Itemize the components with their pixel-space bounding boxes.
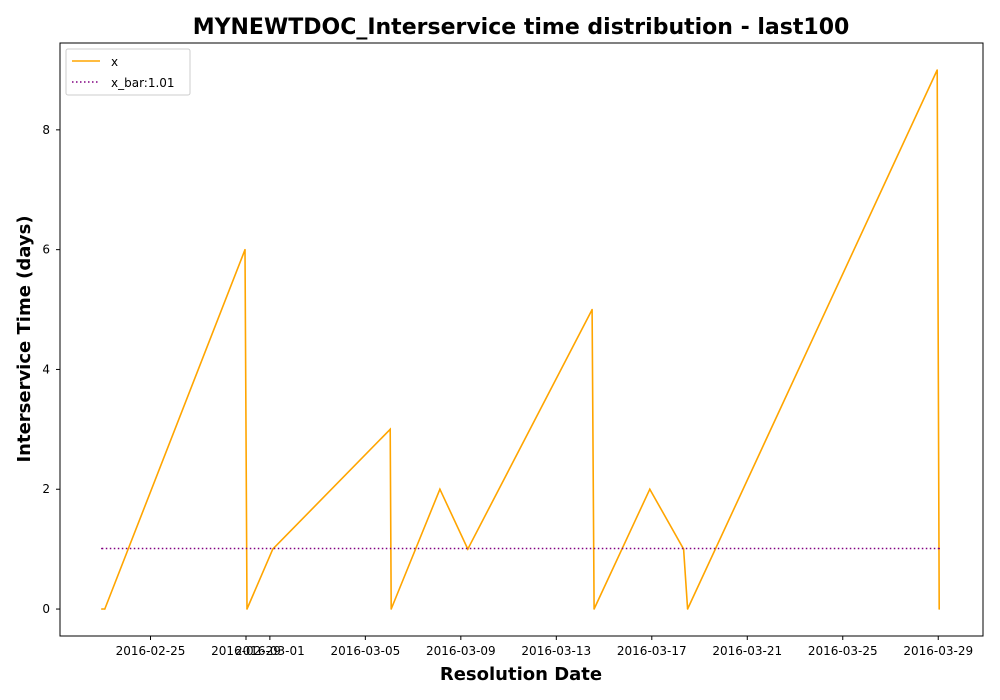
x-tick-label: 2016-02-29 <box>211 644 281 658</box>
data-point <box>246 608 248 610</box>
series-line-x <box>101 69 941 610</box>
x-tick-label: 2016-03-13 <box>521 644 591 658</box>
data-point <box>389 428 392 431</box>
data-point <box>439 488 441 491</box>
y-tick-label: 2 <box>42 482 50 496</box>
x-tick-label: 2016-03-09 <box>426 644 496 658</box>
series-layer <box>101 69 941 610</box>
legend: x x_bar:1.01 <box>65 48 191 96</box>
x-axis-label: Resolution Date <box>440 664 602 685</box>
data-point <box>686 608 689 610</box>
x-tick-label: 2016-03-25 <box>808 644 878 658</box>
y-axis-label: Interservice Time (days) <box>14 215 35 462</box>
y-tick-label: 4 <box>42 362 50 376</box>
x-tick-label: 2016-03-05 <box>330 644 400 658</box>
x-tick-label: 2016-03-21 <box>712 644 782 658</box>
data-point <box>593 608 595 610</box>
data-point <box>467 548 469 550</box>
data-point <box>938 547 940 550</box>
x-tick-label: 2016-03-17 <box>617 644 687 658</box>
data-point <box>591 308 593 311</box>
data-point <box>244 248 246 251</box>
legend-label-x-bar: x_bar:1.01 <box>111 76 175 90</box>
data-point <box>101 547 103 550</box>
chart-title: MYNEWTDOC_Interservice time distribution… <box>193 15 850 40</box>
plot-area-frame <box>59 42 984 637</box>
y-tick-label: 6 <box>42 243 50 257</box>
y-axis: 0 2 4 6 8 <box>42 123 60 616</box>
data-point <box>390 608 393 610</box>
data-point <box>938 608 940 610</box>
y-tick-label: 0 <box>42 602 50 616</box>
data-point <box>272 548 274 550</box>
data-point <box>936 69 938 71</box>
data-point <box>649 488 651 491</box>
x-tick-label: 2016-03-29 <box>903 644 973 658</box>
data-point <box>101 608 103 610</box>
legend-label-x: x <box>111 55 118 69</box>
x-tick-label: 2016-02-25 <box>116 644 186 658</box>
y-tick-label: 8 <box>42 123 50 137</box>
x-tick-label: 2016-03-01 <box>235 644 305 658</box>
data-point <box>104 608 106 610</box>
